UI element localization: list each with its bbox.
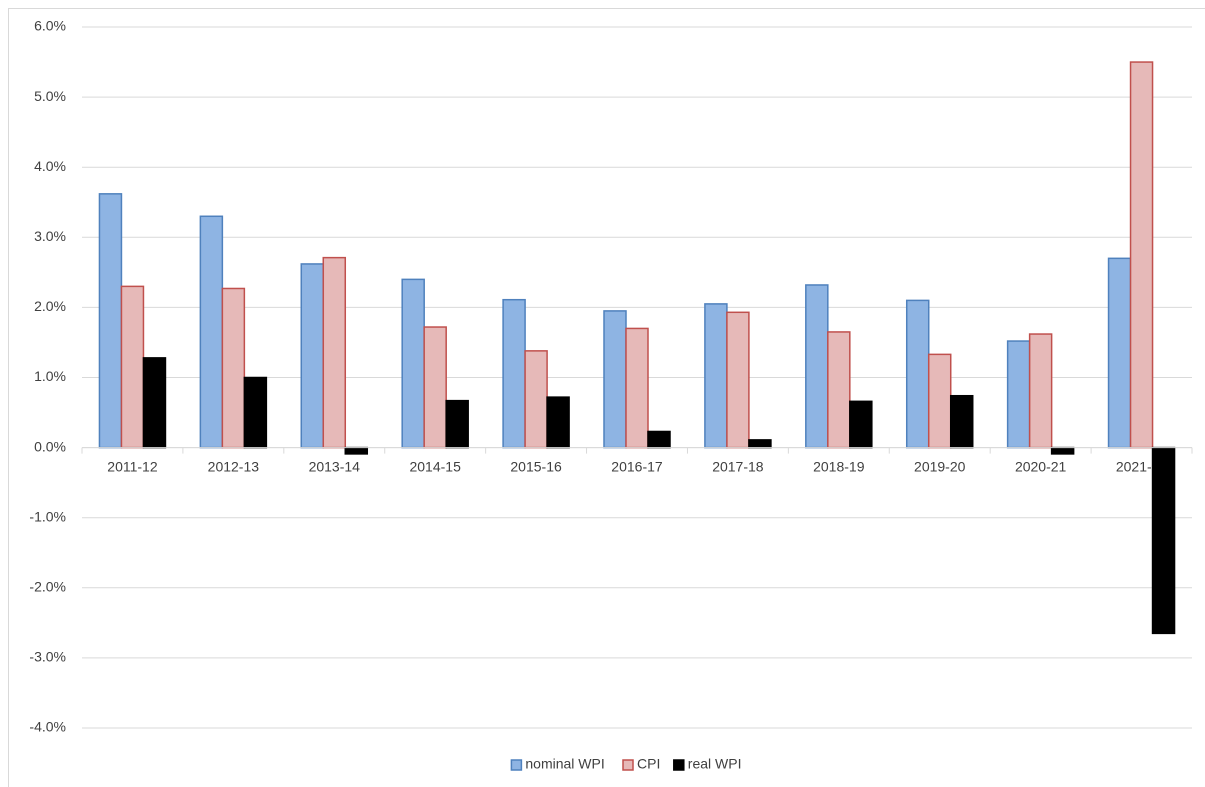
y-tick-label: 0.0% bbox=[34, 438, 66, 454]
bar bbox=[1129, 61, 1154, 449]
bar bbox=[142, 357, 167, 449]
bar bbox=[1006, 340, 1031, 449]
bar bbox=[905, 299, 930, 449]
x-tick-label: 2018-19 bbox=[813, 458, 865, 474]
legend-swatch bbox=[622, 759, 634, 771]
x-tick-label: 2017-18 bbox=[712, 458, 764, 474]
x-tick-label: 2014-15 bbox=[409, 458, 461, 474]
legend-label: CPI bbox=[637, 756, 660, 772]
x-tick-label: 2019-20 bbox=[914, 458, 966, 474]
bar bbox=[1151, 446, 1176, 635]
y-tick-label: 1.0% bbox=[34, 368, 66, 384]
x-tick-label: 2011-12 bbox=[107, 458, 158, 474]
bar bbox=[502, 298, 526, 449]
bar bbox=[344, 446, 369, 455]
bar bbox=[199, 215, 224, 449]
y-tick-label: -4.0% bbox=[29, 719, 66, 735]
legend-swatch bbox=[673, 759, 685, 771]
bar bbox=[1050, 446, 1075, 455]
bar bbox=[98, 193, 123, 449]
bar bbox=[546, 396, 570, 449]
bar bbox=[726, 311, 750, 449]
bar bbox=[524, 350, 548, 449]
y-tick-label: -3.0% bbox=[29, 649, 66, 665]
legend-label: real WPI bbox=[688, 756, 742, 772]
y-tick-label: -1.0% bbox=[29, 508, 66, 524]
bar bbox=[827, 331, 851, 449]
y-tick-label: 5.0% bbox=[34, 88, 66, 104]
bar bbox=[647, 430, 671, 449]
y-tick-label: 4.0% bbox=[34, 158, 66, 174]
bar bbox=[322, 256, 347, 449]
y-tick-label: 2.0% bbox=[34, 298, 66, 314]
bar bbox=[1028, 333, 1053, 449]
x-tick-label: 2013-14 bbox=[309, 458, 361, 474]
bar bbox=[120, 285, 145, 449]
y-tick-label: 6.0% bbox=[34, 18, 66, 34]
legend-swatch bbox=[510, 759, 523, 771]
x-tick-label: 2012-13 bbox=[208, 458, 260, 474]
bar bbox=[423, 326, 447, 449]
bar bbox=[805, 284, 829, 449]
bar bbox=[221, 287, 246, 449]
bar bbox=[445, 399, 469, 449]
bar bbox=[704, 303, 728, 449]
y-tick-label: -2.0% bbox=[29, 579, 66, 595]
bar bbox=[927, 353, 952, 449]
bar bbox=[243, 376, 268, 449]
bar bbox=[300, 263, 325, 449]
bar bbox=[401, 278, 425, 449]
bar bbox=[1107, 257, 1132, 449]
x-tick-label: 2015-16 bbox=[510, 458, 562, 474]
bar bbox=[849, 400, 873, 449]
x-tick-label: 2020-21 bbox=[1015, 458, 1067, 474]
bar bbox=[625, 327, 649, 449]
x-tick-label: 2016-17 bbox=[611, 458, 663, 474]
bar bbox=[748, 439, 772, 449]
bar bbox=[949, 394, 974, 449]
bar bbox=[603, 310, 627, 449]
chart-frame bbox=[8, 8, 1205, 787]
y-tick-label: 3.0% bbox=[34, 228, 66, 244]
legend-label: nominal WPI bbox=[525, 756, 604, 772]
